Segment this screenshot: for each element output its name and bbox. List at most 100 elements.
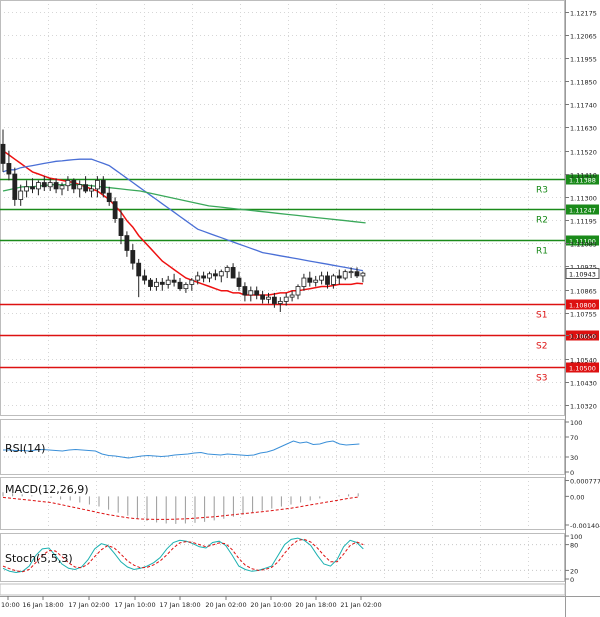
price-tick-label: 1.10975 (570, 264, 597, 272)
candle-bull (289, 294, 295, 298)
macd-signal-line (2, 496, 359, 520)
candle-bear (83, 184, 88, 192)
level-price-label: 1.11388 (569, 177, 596, 185)
candle-bull (283, 296, 289, 302)
macd-label: MACD(12,26,9) (5, 483, 89, 496)
candle-bear (100, 180, 106, 194)
candle-bull (189, 279, 195, 285)
candle-bull (342, 271, 348, 279)
candle-bull (330, 275, 336, 285)
candle-bear (124, 235, 130, 251)
panel-frame-2 (0, 477, 565, 530)
candle-bear (177, 281, 183, 290)
candle-bear (142, 275, 148, 281)
candle-bull (59, 185, 65, 190)
candle-bear (112, 201, 118, 220)
price-tick-label: 1.12065 (570, 33, 597, 41)
level-price-box (566, 204, 599, 215)
ma-green-line (2, 184, 366, 224)
candle-bull (89, 188, 94, 192)
candle-bull (77, 184, 83, 190)
candle-bull (248, 290, 254, 296)
price-axis: 1.12175 1.12065 1.11955 1.11850 1.11740 1.116… (565, 10, 600, 411)
level-name-s1: S1 (536, 311, 547, 321)
stoch-tick-label: 20 (570, 567, 578, 575)
panel-frame-3 (0, 533, 565, 582)
level-price-box (566, 299, 599, 310)
level-price-label: 1.10800 (569, 302, 596, 310)
candle-bull (295, 286, 301, 296)
candle-bear (136, 262, 142, 277)
candle-bear (118, 218, 124, 236)
candle-bull (65, 180, 71, 187)
candle-bear (236, 277, 242, 287)
candle-bear (71, 180, 77, 190)
candle-bull (36, 182, 41, 190)
candle-bull (95, 180, 100, 190)
panel-frame-0 (0, 0, 565, 416)
time-tick-label: 17 Jan 02:00 (68, 601, 109, 609)
candle-bear (325, 275, 330, 285)
candle-bull (277, 300, 283, 304)
price-tick-label: 1.11520 (570, 149, 597, 157)
candle-bull (360, 272, 366, 277)
price-tick-label: 1.11410 (570, 172, 597, 180)
time-tick-label: 21 Jan 02:00 (340, 601, 381, 609)
candle-bear (254, 290, 260, 296)
rsi-label: RSI(14) (5, 442, 45, 455)
candle-bear (106, 192, 112, 203)
current-price-label: 1.10943 (569, 271, 596, 279)
current-price-box (565, 268, 600, 279)
ma-blue-line (2, 158, 364, 272)
candle-bull (348, 271, 354, 274)
rsi-line (3, 440, 360, 459)
candlesticks (0, 129, 366, 312)
level-price-box (566, 362, 599, 373)
level-price-label: 1.11100 (569, 238, 596, 246)
candle-bear (171, 279, 177, 283)
candle-bear (0, 143, 6, 164)
price-tick-label: 1.10320 (570, 403, 597, 411)
candle-bear (201, 275, 207, 279)
candle-bear (41, 182, 47, 188)
rsi-tick-label: 0 (570, 469, 574, 477)
time-axis: 10:00 16 Jan 18:00 17 Jan 02:00 17 Jan 10:0… (1, 596, 382, 609)
macd-tick-label: -0.001404 (570, 522, 600, 530)
candle-bull (224, 267, 230, 273)
price-tick-label: 1.11300 (570, 195, 597, 203)
candle-bull (266, 296, 271, 300)
candle-bear (159, 281, 165, 285)
price-tick-label: 1.11955 (570, 56, 597, 64)
price-tick-label: 1.10650 (570, 333, 597, 341)
candle-bear (148, 279, 153, 287)
time-tick-label: 20 Jan 18:00 (295, 601, 336, 609)
stoch-tick-label: 80 (570, 542, 578, 550)
candle-bull (319, 275, 325, 281)
stoch-k-line (2, 537, 364, 574)
rsi-tick-label: 100 (570, 419, 582, 427)
candle-bear (271, 296, 277, 304)
panel-frame-1 (0, 419, 565, 475)
candle-bear (336, 275, 342, 279)
empty-panel (0, 583, 566, 596)
price-tick-label: 1.11850 (570, 79, 597, 87)
candle-bear (53, 182, 59, 190)
candle-bull (183, 284, 189, 290)
stoch-d-line (2, 538, 364, 573)
candle-bull (207, 273, 212, 279)
ma-red-line (2, 150, 363, 296)
pivot-levels: R3 1.11388 R2 1.11247 R1 1.11100 S1 1.10800 S2 1.… (0, 174, 599, 384)
level-name-r2: R2 (536, 216, 548, 226)
level-price-box (566, 330, 599, 341)
price-tick-label: 1.10540 (570, 357, 597, 365)
price-tick-label: 1.12175 (570, 10, 597, 18)
time-tick-label: 17 Jan 18:00 (159, 601, 200, 609)
stoch-tick-label: 100 (570, 533, 582, 541)
price-tick-label: 1.10430 (570, 380, 597, 388)
stoch-tick-label: 0 (570, 576, 574, 584)
level-price-box (566, 174, 599, 185)
time-tick-label: 17 Jan 10:00 (114, 601, 155, 609)
candle-bull (313, 279, 319, 283)
